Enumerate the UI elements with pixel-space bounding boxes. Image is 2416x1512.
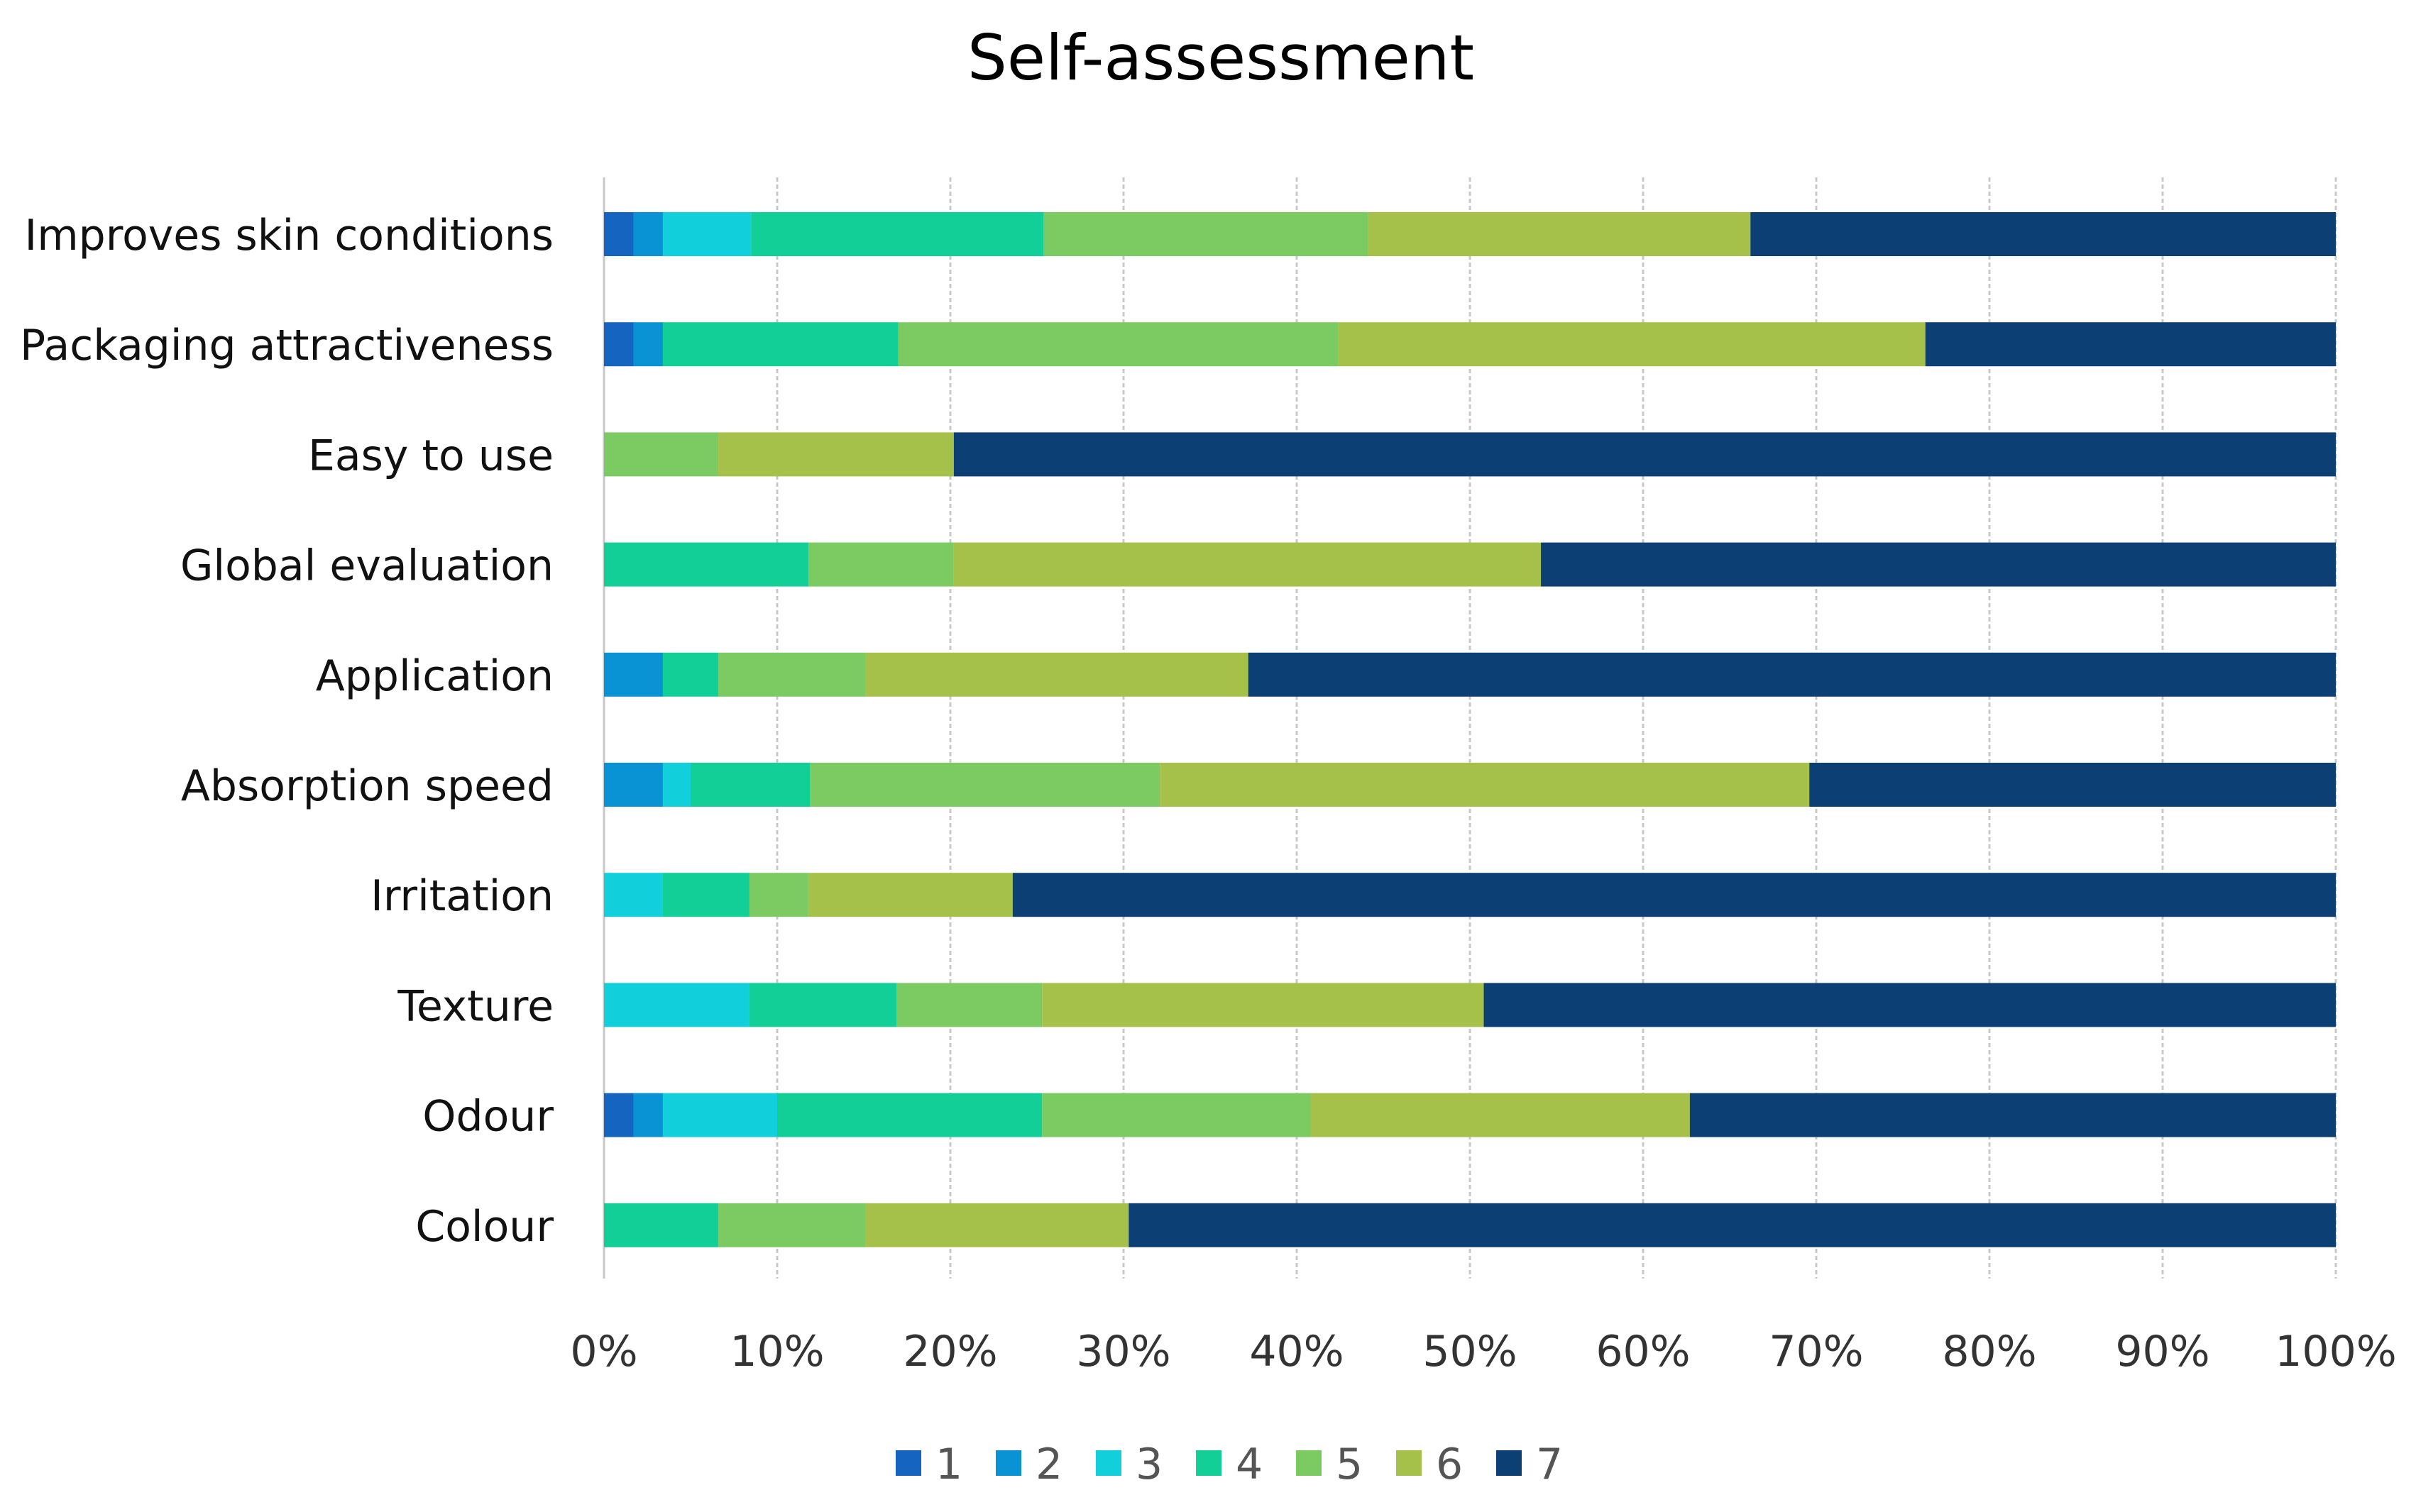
legend-swatch xyxy=(896,1450,921,1476)
bar-segment-7 xyxy=(1012,873,2336,917)
bar-segment-4 xyxy=(662,652,719,697)
bar-segment-7 xyxy=(1809,763,2336,807)
bar-segment-5 xyxy=(718,1203,866,1247)
bar-segment-4 xyxy=(604,542,808,587)
x-tick-label: 30% xyxy=(1076,1327,1170,1376)
category-label: Application xyxy=(316,651,554,701)
legend-label: 5 xyxy=(1336,1440,1363,1489)
bar-segment-3 xyxy=(662,1093,777,1137)
bar-segment-5 xyxy=(749,873,808,917)
category-label: Easy to use xyxy=(308,431,554,480)
bar-segment-2 xyxy=(633,1093,663,1137)
bar-segment-3 xyxy=(604,873,663,917)
legend-swatch xyxy=(1496,1450,1522,1476)
legend-label: 4 xyxy=(1236,1440,1263,1489)
legend-label: 1 xyxy=(935,1440,962,1489)
bar-segment-4 xyxy=(749,983,897,1027)
chart-title: Self-assessment xyxy=(967,21,1474,94)
bar-segment-4 xyxy=(662,322,899,367)
legend-swatch xyxy=(996,1450,1021,1476)
bar-segment-2 xyxy=(633,212,663,256)
bar-segment-5 xyxy=(604,432,719,477)
legend-swatch xyxy=(1096,1450,1121,1476)
bar-segment-6 xyxy=(865,652,1248,697)
bar-segment-2 xyxy=(604,763,663,807)
category-label: Odour xyxy=(422,1092,554,1142)
bar-segment-4 xyxy=(691,763,811,807)
bar-segment-5 xyxy=(808,542,954,587)
bar-segment-7 xyxy=(1248,652,2336,697)
category-label: Colour xyxy=(415,1202,554,1252)
category-label: Packaging attractiveness xyxy=(20,321,554,370)
bar-segment-3 xyxy=(662,763,691,807)
bar-segment-6 xyxy=(808,873,1013,917)
x-tick-label: 90% xyxy=(2115,1327,2209,1376)
bar-segment-7 xyxy=(1541,542,2336,587)
bar-segment-5 xyxy=(1043,212,1368,256)
bar-segment-7 xyxy=(1925,322,2336,367)
bar-segment-6 xyxy=(1338,322,1926,367)
bar-segment-7 xyxy=(1750,212,2336,256)
bar-segment-3 xyxy=(604,983,749,1027)
bar-segment-4 xyxy=(604,1203,719,1247)
x-tick-label: 60% xyxy=(1596,1327,1690,1376)
x-tick-label: 40% xyxy=(1249,1327,1344,1376)
bar-segment-1 xyxy=(604,322,634,367)
bar-segment-6 xyxy=(1042,983,1484,1027)
bar-segment-4 xyxy=(662,873,749,917)
legend-label: 3 xyxy=(1136,1440,1163,1489)
legend-swatch xyxy=(1396,1450,1422,1476)
legend-label: 7 xyxy=(1536,1440,1563,1489)
bar-segment-6 xyxy=(865,1203,1129,1247)
category-label: Irritation xyxy=(370,871,554,921)
bar-segment-3 xyxy=(662,212,752,256)
category-label: Global evaluation xyxy=(180,541,554,591)
bar-segment-5 xyxy=(1042,1093,1311,1137)
category-label: Improves skin conditions xyxy=(25,211,554,260)
bar-segment-1 xyxy=(604,1093,634,1137)
bar-segment-1 xyxy=(604,212,634,256)
bar-segment-7 xyxy=(953,432,2336,477)
bar-segment-6 xyxy=(953,542,1542,587)
x-tick-label: 80% xyxy=(1942,1327,2036,1376)
x-tick-label: 0% xyxy=(570,1327,637,1376)
bar-segment-7 xyxy=(1689,1093,2336,1137)
bar-segment-5 xyxy=(718,652,866,697)
bar-segment-7 xyxy=(1483,983,2336,1027)
bar-segment-5 xyxy=(810,763,1160,807)
x-tick-label: 50% xyxy=(1422,1327,1517,1376)
legend-label: 2 xyxy=(1036,1440,1063,1489)
bar-segment-5 xyxy=(896,983,1043,1027)
x-tick-label: 70% xyxy=(1769,1327,1863,1376)
category-label: Absorption speed xyxy=(181,761,554,811)
category-label: Texture xyxy=(397,981,554,1031)
legend-swatch xyxy=(1296,1450,1322,1476)
x-tick-label: 10% xyxy=(730,1327,824,1376)
bar-segment-2 xyxy=(633,322,663,367)
x-tick-label: 100% xyxy=(2275,1327,2397,1376)
legend-swatch xyxy=(1196,1450,1221,1476)
bar-segment-6 xyxy=(1160,763,1810,807)
bar-segment-6 xyxy=(1310,1093,1690,1137)
bar-segment-5 xyxy=(898,322,1339,367)
bar-segment-6 xyxy=(718,432,954,477)
legend-label: 6 xyxy=(1436,1440,1463,1489)
bar-segment-4 xyxy=(751,212,1044,256)
bar-segment-6 xyxy=(1368,212,1751,256)
bar-segment-4 xyxy=(777,1093,1043,1137)
bar-segment-7 xyxy=(1129,1203,2336,1247)
x-tick-label: 20% xyxy=(903,1327,997,1376)
bar-segment-2 xyxy=(604,652,663,697)
